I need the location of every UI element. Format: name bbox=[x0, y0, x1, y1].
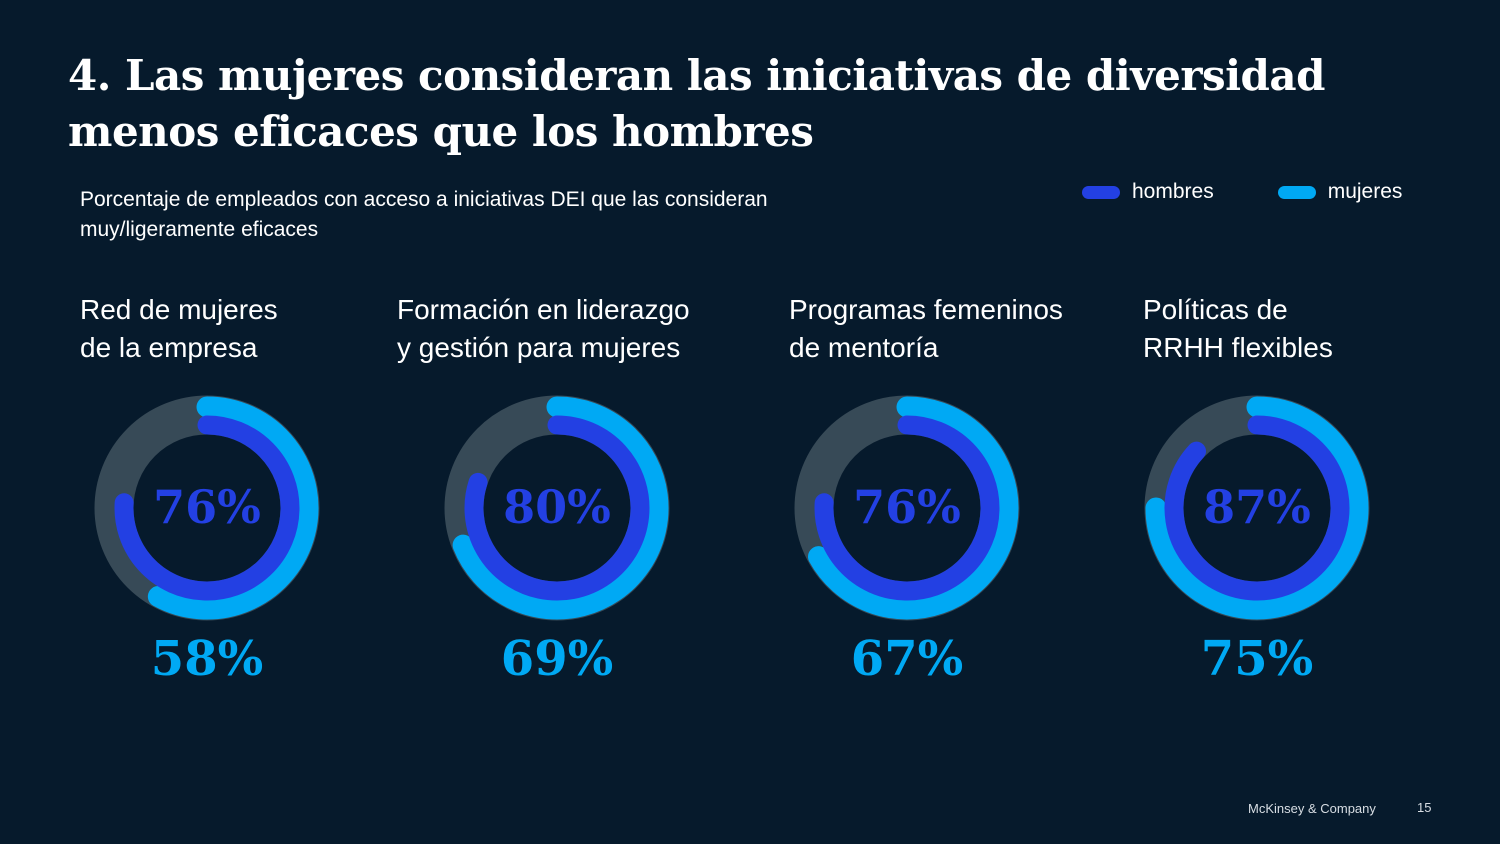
arc-mujeres bbox=[147, 396, 319, 620]
value-label-hombres: 87% bbox=[1203, 480, 1311, 534]
value-label-hombres: 76% bbox=[153, 480, 261, 534]
category-label-line: Programas femeninos bbox=[789, 294, 1063, 325]
category-label-line: Formación en liderazgo bbox=[397, 294, 690, 325]
category-label-line: de mentoría bbox=[789, 332, 939, 363]
arc-mujeres bbox=[452, 396, 669, 620]
legend-swatch-hombres bbox=[1082, 185, 1120, 199]
category-label-line: Políticas de bbox=[1143, 294, 1288, 325]
value-label-hombres: 76% bbox=[853, 480, 961, 534]
legend-label-mujeres: mujeres bbox=[1327, 180, 1403, 203]
arc-mujeres bbox=[807, 396, 1019, 620]
arc-hombres bbox=[1164, 415, 1350, 601]
value-label-mujeres: 75% bbox=[1201, 631, 1313, 687]
arc-hombres bbox=[464, 415, 650, 601]
legend: hombres mujeres bbox=[1082, 180, 1402, 204]
chart-subtitle: Porcentaje de empleados con acceso a ini… bbox=[80, 188, 768, 241]
donut-chart-2: 80% 69% bbox=[444, 395, 670, 687]
value-label-mujeres: 67% bbox=[851, 631, 963, 687]
legend-item-mujeres: mujeres bbox=[1277, 180, 1403, 204]
category-label-line: y gestión para mujeres bbox=[397, 332, 681, 363]
page-number: 15 bbox=[1417, 800, 1432, 815]
category-label-2: Formación en liderazgo y gestión para mu… bbox=[397, 291, 737, 367]
value-label-mujeres: 58% bbox=[151, 631, 263, 687]
footer-brand: McKinsey & Company bbox=[1248, 801, 1376, 816]
donut-chart-1: 76% 58% bbox=[94, 395, 320, 687]
donut-chart-3: 76% 67% bbox=[794, 395, 1020, 687]
category-label-line: RRHH flexibles bbox=[1143, 332, 1333, 363]
legend-label-hombres: hombres bbox=[1132, 180, 1214, 203]
category-label-4: Políticas de RRHH flexibles bbox=[1143, 291, 1483, 367]
category-label-line: Red de mujeres bbox=[80, 294, 278, 325]
arc-hombres bbox=[814, 415, 1000, 601]
category-label-line: de la empresa bbox=[80, 332, 258, 363]
category-label-1: Red de mujeres de la empresa bbox=[80, 291, 420, 367]
legend-item-hombres: hombres bbox=[1082, 180, 1214, 204]
arc-hombres bbox=[114, 415, 300, 601]
category-label-3: Programas femeninos de mentoría bbox=[789, 291, 1129, 367]
page-title: 4. Las mujeres consideran las iniciativa… bbox=[68, 51, 1326, 156]
legend-swatch-mujeres bbox=[1277, 185, 1316, 199]
donut-chart-4: 87% 75% bbox=[1144, 395, 1370, 687]
arc-mujeres bbox=[1145, 396, 1369, 620]
value-label-mujeres: 69% bbox=[501, 631, 613, 687]
value-label-hombres: 80% bbox=[503, 480, 611, 534]
